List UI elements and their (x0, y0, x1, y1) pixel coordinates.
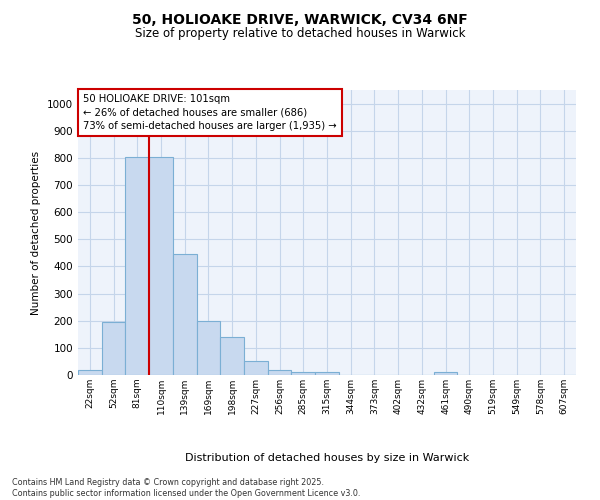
Bar (125, 156, 149, 375)
Bar (173, 254, 197, 375)
Bar (78, 370, 102, 375)
Text: 50, HOLIOAKE DRIVE, WARWICK, CV34 6NF: 50, HOLIOAKE DRIVE, WARWICK, CV34 6NF (132, 12, 468, 26)
Bar (268, 370, 292, 375)
Bar (220, 337, 244, 375)
Bar (244, 362, 268, 375)
Bar (434, 372, 457, 375)
Bar (315, 372, 339, 375)
Text: Contains HM Land Registry data © Crown copyright and database right 2025.
Contai: Contains HM Land Registry data © Crown c… (12, 478, 361, 498)
Text: Size of property relative to detached houses in Warwick: Size of property relative to detached ho… (135, 28, 465, 40)
X-axis label: Distribution of detached houses by size in Warwick: Distribution of detached houses by size … (185, 453, 469, 463)
Text: 50 HOLIOAKE DRIVE: 101sqm
← 26% of detached houses are smaller (686)
73% of semi: 50 HOLIOAKE DRIVE: 101sqm ← 26% of detac… (83, 94, 337, 130)
Y-axis label: Number of detached properties: Number of detached properties (31, 150, 41, 314)
Bar (197, 320, 220, 375)
Bar (102, 322, 125, 375)
Bar (149, 156, 173, 375)
Bar (292, 372, 315, 375)
